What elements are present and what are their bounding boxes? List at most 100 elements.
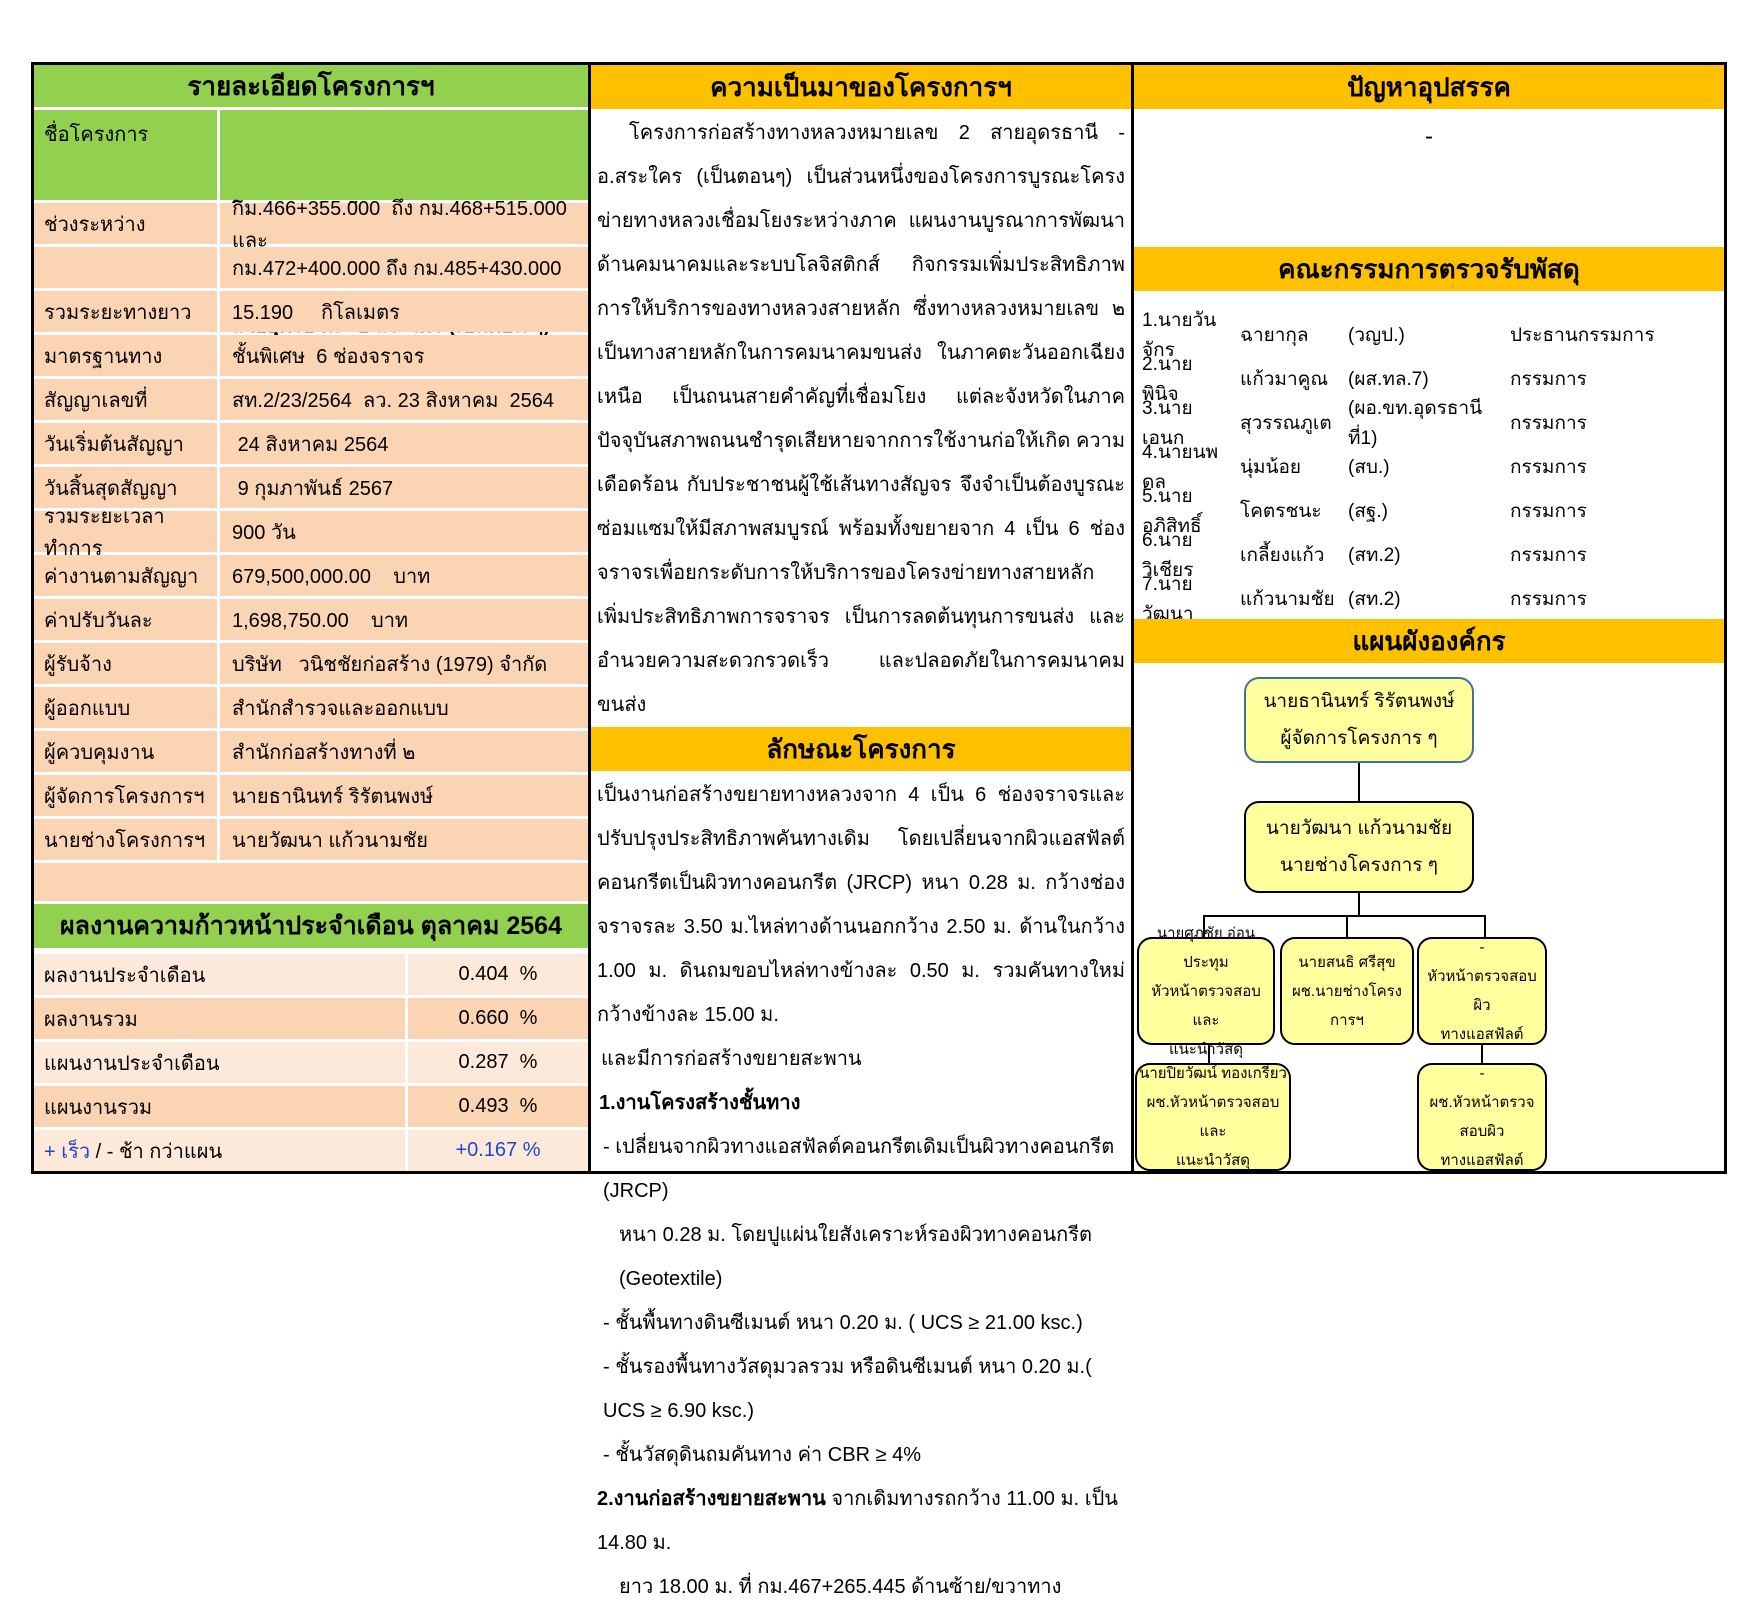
detail-value: นายวัฒนา แก้วนามชัย <box>220 819 588 860</box>
org-box-materials-chief: นายศุภชัย อ่อนประทุม หัวหน้าตรวจสอบและ แ… <box>1137 925 1275 1058</box>
org-chart: นายธานินทร์ ริรัตนพงษ์ ผู้จัดการโครงการ … <box>1134 669 1724 1171</box>
report-board: รายละเอียดโครงการฯ ชื่อโครงการ โครงการก่… <box>31 62 1727 1598</box>
detail-value: 1,698,750.00 บาท <box>220 599 588 640</box>
detail-label: ผู้รับจ้าง <box>34 643 217 684</box>
detail-label: รวมระยะเวลาทำการ <box>34 506 217 560</box>
committee-row: 4.นายนพดล นุ่มน้อย (สบ.) กรรมการ <box>1142 437 1724 493</box>
committee-row: 5.นายอภิสิทธิ์ โคตรชนะ (สฐ.) กรรมการ <box>1142 481 1724 537</box>
detail-value: บริษัท วนิชชัยก่อสร้าง (1979) จำกัด <box>220 643 588 684</box>
progress-label: ผลงานประจำเดือน <box>34 954 405 995</box>
detail-value: 24 สิงหาคม 2564 <box>220 423 588 464</box>
progress-value: 0.287 % <box>408 1042 588 1083</box>
project-name-label: ชื่อโครงการ <box>34 110 217 200</box>
detail-row-standard: มาตรฐานทาง ชั้นพิเศษ 6 ช่องจราจร <box>34 335 588 376</box>
org-box-project-engineer: นายวัฒนา แก้วนามชัย นายช่างโครงการ ๆ <box>1244 801 1474 893</box>
member-surname: โคตรชนะ <box>1240 501 1322 522</box>
progress-row-plan-monthly: แผนงานประจำเดือน 0.287 % <box>34 1042 588 1083</box>
detail-label: ค่างานตามสัญญา <box>34 555 217 596</box>
progress-value: 0.660 % <box>408 998 588 1039</box>
member-role: กรรมการ <box>1510 369 1587 390</box>
member-position: (สท.2) <box>1348 545 1401 566</box>
detail-row-contractor: ผู้รับจ้าง บริษัท วนิชชัยก่อสร้าง (1979) … <box>34 643 588 684</box>
org-role: ผช.นายช่างโครงการฯ <box>1291 982 1402 1029</box>
detail-value: สท.2/23/2564 ลว. 23 สิงหาคม 2564 <box>220 379 588 420</box>
progress-title: ผลงานความก้าวหน้าประจำเดือน ตุลาคม 2564 <box>34 904 588 948</box>
org-box-project-manager: นายธานินทร์ ริรัตนพงษ์ ผู้จัดการโครงการ … <box>1244 677 1474 763</box>
detail-value: สำนักสำรวจและออกแบบ <box>220 687 588 728</box>
detail-value: 679,500,000.00 บาท <box>220 555 588 596</box>
detail-row-contract-value: ค่างานตามสัญญา 679,500,000.00 บาท <box>34 555 588 596</box>
detail-label: ผู้จัดการโครงการฯ <box>34 775 217 816</box>
connector-line <box>1481 1045 1483 1063</box>
connector-line <box>1203 915 1486 917</box>
connector-line <box>1208 1045 1210 1063</box>
committee-row: 6.นายวิเชียร เกลี้ยงแก้ว (สท.2) กรรมการ <box>1142 525 1724 581</box>
connector-line <box>1358 763 1360 801</box>
progress-value: 0.404 % <box>408 954 588 995</box>
bridge-work-line2: ยาว 18.00 ม. ที่ กม.467+265.445 ด้านซ้าย… <box>619 1576 1062 1598</box>
org-role: ผู้จัดการโครงการ ๆ <box>1280 728 1438 749</box>
detail-row-duration: รวมระยะเวลาทำการ 900 วัน <box>34 506 588 560</box>
member-name: 4.นายนพดล <box>1142 442 1219 493</box>
characteristics-title: ลักษณะโครงการ <box>591 727 1131 771</box>
pavement-structure-heading: 1.งานโครงสร้างชั้นทาง <box>599 1092 801 1114</box>
detail-label <box>34 247 217 288</box>
detail-label: รวมระยะทางยาว <box>34 291 217 332</box>
bridge-work-line: 2.งานก่อสร้างขยายสะพาน จากเดิมทางรถกว้าง… <box>591 1477 1131 1565</box>
member-surname: แก้วมาคูณ <box>1240 369 1328 390</box>
org-name: นายธานินทร์ ริรัตนพงษ์ <box>1263 691 1455 712</box>
project-name-value: โครงการก่อสร้างทางหลวงหมายเลข 2 สายอุดรธ… <box>220 110 588 337</box>
connector-line <box>1203 915 1205 937</box>
progress-label: ผลงานรวม <box>34 998 405 1039</box>
org-box-asphalt-chief: - หัวหน้าตรวจสอบผิว ทางแอสฟัลต์ <box>1417 937 1547 1045</box>
org-chart-title: แผนผังองค์กร <box>1134 619 1724 663</box>
detail-label: นายช่างโครงการฯ <box>34 819 217 860</box>
progress-value: 0.493 % <box>408 1086 588 1127</box>
detail-label: ผู้ควบคุมงาน <box>34 731 217 772</box>
member-name: 6.นายวิเชียร <box>1142 530 1194 581</box>
org-name: นายศุภชัย อ่อนประทุม <box>1156 924 1256 971</box>
bridge-work-heading: 2.งานก่อสร้างขยายสะพาน <box>597 1488 826 1510</box>
org-role: นายช่างโครงการ ๆ <box>1280 855 1438 876</box>
committee-row: 1.นายวันจักร ฉายากุล (วญป.) ประธานกรรมการ <box>1142 305 1724 361</box>
member-name: 3.นายเอนก <box>1142 398 1193 449</box>
org-role: ทางแอสฟัลต์ <box>1440 1152 1524 1169</box>
connector-line <box>1484 915 1486 937</box>
detail-label: วันเริ่มต้นสัญญา <box>34 423 217 464</box>
committee-title: คณะกรรมการตรวจรับพัสดุ <box>1134 247 1724 291</box>
connector-line <box>1346 915 1348 937</box>
pavement-bullet-3: - ชั้นรองพื้นทางวัสดุมวลรวม หรือดินซีเมน… <box>603 1356 1098 1422</box>
pavement-bullet-1: - เปลี่ยนจากผิวทางแอสฟัลต์คอนกรีตเดิมเป็… <box>603 1136 1120 1202</box>
detail-label: มาตรฐานทาง <box>34 335 217 376</box>
member-surname: นุ่มน้อย <box>1240 457 1302 478</box>
detail-value: กม.472+400.000 ถึง กม.485+430.000 <box>220 247 588 288</box>
committee-row: 3.นายเอนก สุวรรณภูเต (ผอ.ขท.อุดรธานีที่1) ก… <box>1142 393 1724 449</box>
member-role: กรรมการ <box>1510 413 1587 434</box>
member-position: (ผส.ทล.7) <box>1348 369 1429 390</box>
member-role: กรรมการ <box>1510 501 1587 522</box>
org-role: ทางแอสฟัลต์ <box>1440 1026 1524 1043</box>
org-role: แนะนำวัสดุ <box>1169 1040 1243 1058</box>
committee-row: 2.นายพินิจ แก้วมาคูณ (ผส.ทล.7) กรรมการ <box>1142 349 1724 405</box>
right-panel: ปัญหาอุปสรรค - คณะกรรมการตรวจรับพัสดุ 1.… <box>1134 62 1727 1174</box>
progress-row-monthly: ผลงานประจำเดือน 0.404 % <box>34 954 588 995</box>
member-surname: ฉายากุล <box>1240 325 1309 346</box>
org-name: - <box>1479 1065 1485 1082</box>
member-surname: แก้วนามชัย <box>1240 589 1335 610</box>
org-role: แนะนำวัสดุ <box>1176 1152 1250 1169</box>
project-name-row: ชื่อโครงการ โครงการก่อสร้างทางหลวงหมายเล… <box>34 110 588 337</box>
org-role: ผช.หัวหน้าตรวจสอบและ <box>1146 1094 1280 1140</box>
problems-value: - <box>1425 123 1433 150</box>
org-name: นายปิยวัฒน์ ทองเกรียว <box>1139 1065 1287 1082</box>
detail-row-supervisor: ผู้ควบคุมงาน สำนักก่อสร้างทางที่ ๒ <box>34 731 588 772</box>
committee-row: 7.นายวัฒนา แก้วนามชัย (สท.2) กรรมการ <box>1142 569 1724 625</box>
member-name: 1.นายวันจักร <box>1142 310 1217 361</box>
progress-row-delta: + เร็ว / - ช้า กว่าแผน +0.167 % <box>34 1130 588 1171</box>
detail-row-start-date: วันเริ่มต้นสัญญา 24 สิงหาคม 2564 <box>34 423 588 464</box>
member-position: (สฐ.) <box>1348 501 1389 522</box>
member-position: (วญป.) <box>1348 325 1405 346</box>
member-role: กรรมการ <box>1510 457 1587 478</box>
progress-delta-value: +0.167 % <box>408 1130 588 1171</box>
detail-value: ชั้นพิเศษ 6 ช่องจราจร <box>220 335 588 376</box>
member-role: กรรมการ <box>1510 545 1587 566</box>
